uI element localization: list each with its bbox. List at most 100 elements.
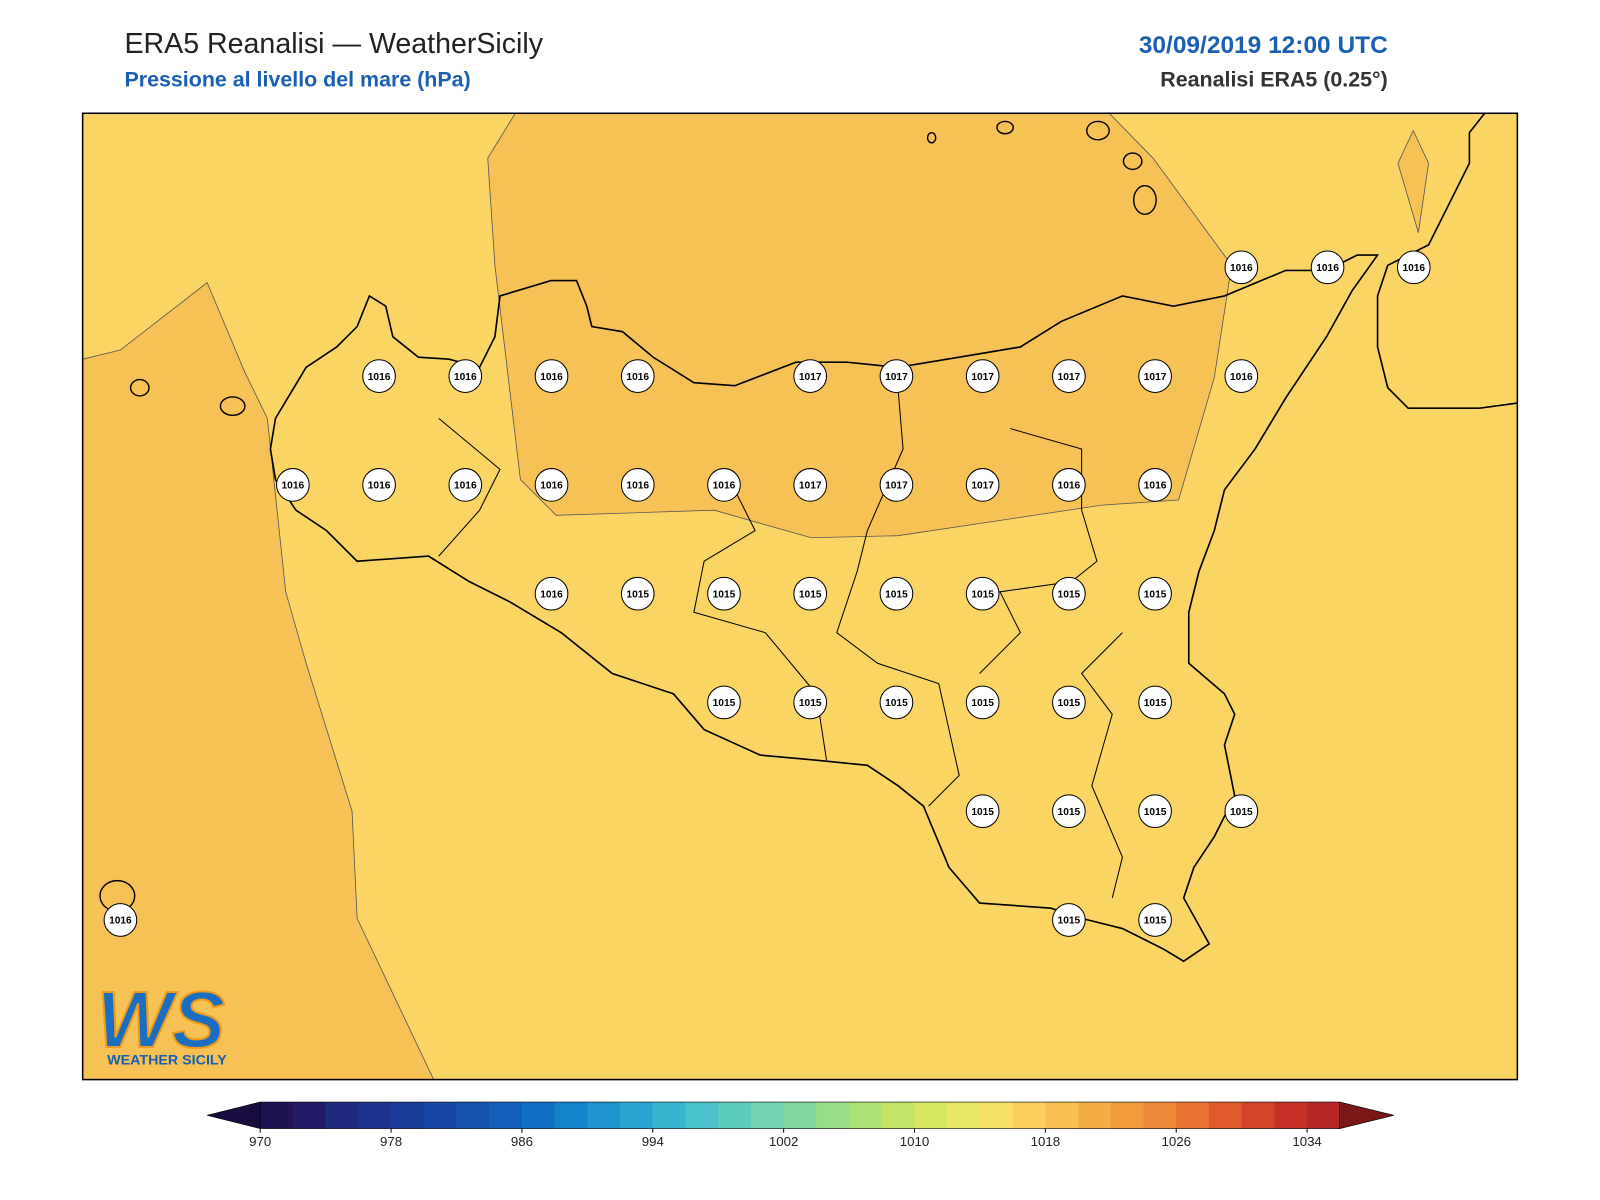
colorbar-band bbox=[620, 1102, 654, 1129]
station: 1015 bbox=[879, 685, 914, 720]
colorbar-band bbox=[1110, 1102, 1145, 1129]
station-value: 1016 bbox=[1230, 263, 1253, 274]
station-value: 1015 bbox=[713, 698, 736, 709]
datetime: 30/09/2019 12:00 UTC bbox=[1139, 32, 1388, 59]
station: 1015 bbox=[1052, 903, 1086, 937]
station-value: 1016 bbox=[454, 372, 477, 383]
colorbar-band bbox=[914, 1102, 948, 1129]
station-marker bbox=[793, 468, 828, 502]
station-value: 1017 bbox=[885, 372, 908, 383]
colorbar-tick-label: 994 bbox=[642, 1134, 664, 1149]
station-value: 1017 bbox=[885, 481, 908, 492]
station-value: 1017 bbox=[1058, 372, 1081, 383]
station-value: 1015 bbox=[799, 698, 822, 709]
colorbar-band bbox=[1208, 1102, 1243, 1129]
colorbar-band bbox=[881, 1102, 916, 1129]
station: 1016 bbox=[1224, 359, 1259, 393]
station-value: 1016 bbox=[454, 481, 477, 492]
station: 1017 bbox=[879, 359, 914, 393]
island bbox=[1132, 185, 1157, 215]
colorbar-over bbox=[1339, 1101, 1394, 1129]
subtitle: Pressione al livello del mare (hPa) bbox=[124, 68, 470, 92]
station-labels: 1016 1016 1016 1016 1016 1016 1016 1017 1017 1017… bbox=[103, 250, 1431, 937]
station-value: 1015 bbox=[1144, 698, 1167, 709]
colorbar-band bbox=[423, 1102, 458, 1129]
station-marker bbox=[879, 685, 914, 720]
station: 1015 bbox=[793, 576, 828, 611]
colorbar-band bbox=[489, 1102, 523, 1129]
station-value: 1016 bbox=[1316, 263, 1339, 274]
colorbar-band bbox=[1176, 1102, 1210, 1129]
station: 1016 bbox=[362, 359, 396, 393]
colorbar-band bbox=[979, 1102, 1014, 1129]
station-marker bbox=[534, 468, 569, 502]
station-value: 1016 bbox=[109, 916, 132, 927]
station-marker bbox=[879, 468, 914, 502]
station-marker bbox=[1138, 685, 1172, 720]
station-value: 1015 bbox=[1058, 698, 1081, 709]
station: 1016 bbox=[1310, 250, 1345, 285]
colorbar-tick-label: 1034 bbox=[1292, 1134, 1321, 1149]
station-marker bbox=[1224, 794, 1259, 829]
calabria-coast bbox=[1376, 112, 1518, 409]
map: 1016 1016 1016 1016 1016 1016 1016 1017 1017 1017… bbox=[81, 112, 1519, 1081]
field-high bbox=[487, 112, 1233, 539]
station-marker bbox=[793, 576, 828, 611]
colorbar-tick-label: 986 bbox=[511, 1134, 533, 1149]
station-marker bbox=[362, 359, 396, 393]
station-marker bbox=[448, 359, 483, 393]
station: 1016 bbox=[1052, 468, 1086, 502]
station-marker bbox=[965, 685, 1000, 720]
station-value: 1016 bbox=[282, 481, 305, 492]
station-marker bbox=[793, 685, 828, 720]
station-value: 1015 bbox=[799, 589, 822, 600]
colorbar-band bbox=[816, 1102, 850, 1129]
station-value: 1015 bbox=[1144, 807, 1167, 818]
station: 1016 bbox=[707, 468, 741, 502]
station-marker bbox=[1224, 359, 1259, 393]
station: 1016 bbox=[620, 359, 655, 393]
station-marker bbox=[879, 576, 914, 611]
station: 1017 bbox=[1138, 359, 1172, 393]
colorbar: 970 978 986 994 1002 1010 1018 1026 1034 bbox=[207, 1101, 1394, 1149]
station-marker bbox=[1052, 794, 1086, 829]
colorbar-tick-label: 1010 bbox=[900, 1134, 929, 1149]
colorbar-band bbox=[1143, 1102, 1177, 1129]
station: 1016 bbox=[1396, 250, 1431, 285]
station-value: 1015 bbox=[1058, 807, 1081, 818]
station-value: 1015 bbox=[971, 698, 994, 709]
source: Reanalisi ERA5 (0.25°) bbox=[1160, 68, 1387, 92]
station-value: 1016 bbox=[540, 589, 563, 600]
colorbar-band bbox=[718, 1102, 752, 1129]
station: 1015 bbox=[1138, 794, 1172, 829]
station-marker bbox=[620, 576, 655, 611]
station-value: 1015 bbox=[971, 807, 994, 818]
station-marker bbox=[965, 794, 1000, 829]
colorbar-band bbox=[783, 1102, 817, 1129]
station-value: 1015 bbox=[971, 589, 994, 600]
station: 1016 bbox=[448, 468, 483, 502]
station-marker bbox=[534, 359, 569, 393]
station-marker bbox=[965, 576, 1000, 611]
station-value: 1016 bbox=[1402, 263, 1425, 274]
station: 1015 bbox=[1052, 576, 1086, 611]
station-value: 1015 bbox=[713, 589, 736, 600]
colorbar-band bbox=[652, 1102, 687, 1129]
station-marker bbox=[534, 576, 569, 611]
station: 1016 bbox=[620, 468, 655, 502]
station-marker bbox=[965, 359, 1000, 393]
colorbar-band bbox=[521, 1102, 556, 1129]
station: 1016 bbox=[534, 468, 569, 502]
station: 1017 bbox=[1052, 359, 1086, 393]
station-value: 1016 bbox=[1058, 481, 1081, 492]
station: 1015 bbox=[879, 576, 914, 611]
station-marker bbox=[1052, 903, 1086, 937]
station-value: 1015 bbox=[885, 698, 908, 709]
station-value: 1017 bbox=[971, 372, 994, 383]
station: 1016 bbox=[1138, 468, 1172, 502]
colorbar-band bbox=[391, 1102, 425, 1129]
station: 1015 bbox=[1138, 903, 1172, 937]
station-value: 1015 bbox=[1058, 589, 1081, 600]
station-value: 1016 bbox=[1230, 372, 1253, 383]
colorbar-frame bbox=[259, 1101, 1341, 1129]
